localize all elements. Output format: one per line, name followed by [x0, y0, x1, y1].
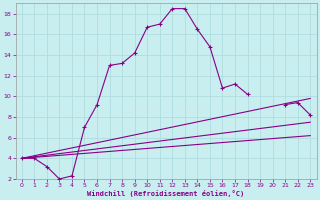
- X-axis label: Windchill (Refroidissement éolien,°C): Windchill (Refroidissement éolien,°C): [87, 190, 245, 197]
